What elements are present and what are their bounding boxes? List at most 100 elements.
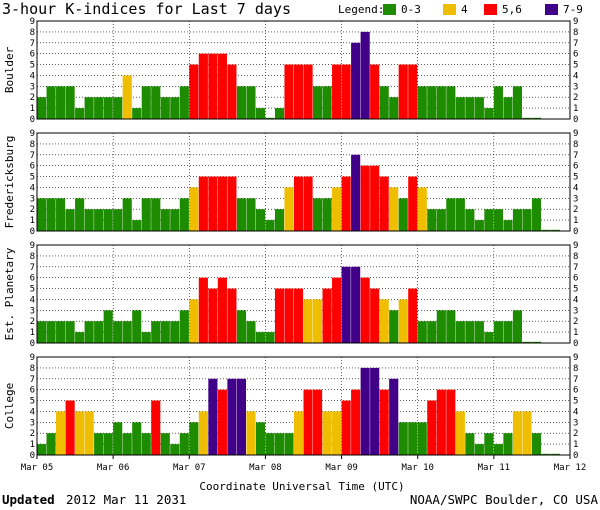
kindex-bar [417,187,427,231]
y-tick-label-left: 7 [30,375,35,385]
y-tick-label-left: 8 [30,140,35,150]
kindex-bar [389,187,399,231]
kindex-bar [484,209,494,231]
kindex-bar [122,198,132,231]
y-tick-label-left: 4 [30,183,35,193]
x-tick-label: Mar 09 [325,463,358,473]
y-tick-label-left: 7 [30,263,35,273]
y-tick-label-right: 2 [573,205,578,215]
updated-label: Updated [2,492,55,507]
y-tick-label-right: 1 [573,440,578,450]
kindex-bar [436,389,446,455]
credit-text: NOAA/SWPC Boulder, CO USA [410,492,599,507]
kindex-bar [484,433,494,455]
kindex-bar [313,389,323,455]
kindex-bar [56,86,66,119]
y-tick-label-left: 6 [30,274,35,284]
x-tick-label: Mar 05 [21,463,54,473]
panel-frame [36,244,571,344]
kindex-bar [56,411,66,455]
legend-item-4: 4 [461,3,468,16]
kindex-bar [189,422,199,455]
x-tick-label: Mar 07 [173,463,206,473]
y-tick-label-right: 4 [573,183,578,193]
kindex-bar [531,341,542,343]
y-tick-label-left: 1 [30,440,35,450]
kindex-bar [531,117,542,119]
kindex-bar [446,86,456,119]
kindex-bar [160,209,170,231]
kindex-bar [303,299,313,343]
kindex-bar [379,389,389,455]
kindex-bar [398,299,408,343]
y-tick-label-left: 5 [30,285,35,295]
kindex-bar [46,321,56,343]
kindex-bar [217,53,227,119]
legend: Legend: 0-3 4 5,6 7-9 [338,3,583,16]
kindex-bar [322,198,332,231]
kindex-bar [141,433,151,455]
kindex-bar [493,86,503,119]
kindex-bar [103,310,113,343]
kindex-bar [198,411,208,455]
kindex-bar [113,97,123,119]
kindex-bar [455,198,465,231]
legend-swatch-7-9 [545,4,558,15]
y-tick-label-right: 6 [573,162,578,172]
kindex-bar [75,411,85,455]
kindex-bar [208,176,218,231]
legend-swatch-5-6 [484,4,497,15]
kindex-bar [474,444,484,455]
kindex-bar [75,108,85,119]
kindex-bar [293,411,304,455]
kindex-bar [217,176,227,231]
kindex-bar [255,209,266,231]
kindex-bar [265,332,275,343]
y-tick-label-right: 4 [573,295,578,305]
updated-value: 2012 Mar 11 2031 [66,492,186,507]
kindex-bar [465,433,475,455]
x-tick-label: Mar 10 [401,463,434,473]
kindex-bar [189,299,199,343]
y-tick-label-left: 8 [30,28,35,38]
y-tick-label-right: 9 [573,129,578,139]
kindex-bar [198,277,208,343]
kindex-bar [436,310,446,343]
kindex-bar [389,97,399,119]
kindex-bar [246,86,256,119]
kindex-bar [465,321,475,343]
y-tick-label-left: 9 [30,353,35,363]
kindex-bar [46,198,56,231]
kindex-bar [322,86,332,119]
y-tick-label-right: 2 [573,93,578,103]
kindex-bar [75,198,85,231]
kindex-bar [236,310,246,343]
kindex-bar [274,108,285,119]
y-tick-label-left: 9 [30,241,35,251]
kindex-bar [303,176,313,231]
kindex-bar [170,444,180,455]
y-tick-label-left: 7 [30,39,35,49]
kindex-bar [122,321,132,343]
kindex-bar [160,433,170,455]
y-tick-label-left: 0 [30,451,35,461]
kindex-bar [531,433,542,455]
kindex-bar [208,288,218,343]
kindex-bar [341,64,351,119]
kindex-bar [198,176,208,231]
kindex-bar [408,176,418,231]
kindex-bar [246,198,256,231]
y-tick-label-left: 5 [30,397,35,407]
kindex-bar [351,266,361,343]
y-tick-label-left: 0 [30,339,35,349]
kindex-bar [132,108,142,119]
kindex-bar [227,288,237,343]
y-tick-label-right: 5 [573,173,578,183]
x-axis: Mar 05 Mar 06 Mar 07 Mar 08 Mar 09 Mar 10 Mar … [21,455,586,473]
y-tick-label-left: 9 [30,129,35,139]
kindex-bar [379,176,389,231]
kindex-bar [389,310,399,343]
kindex-bar [512,86,523,119]
